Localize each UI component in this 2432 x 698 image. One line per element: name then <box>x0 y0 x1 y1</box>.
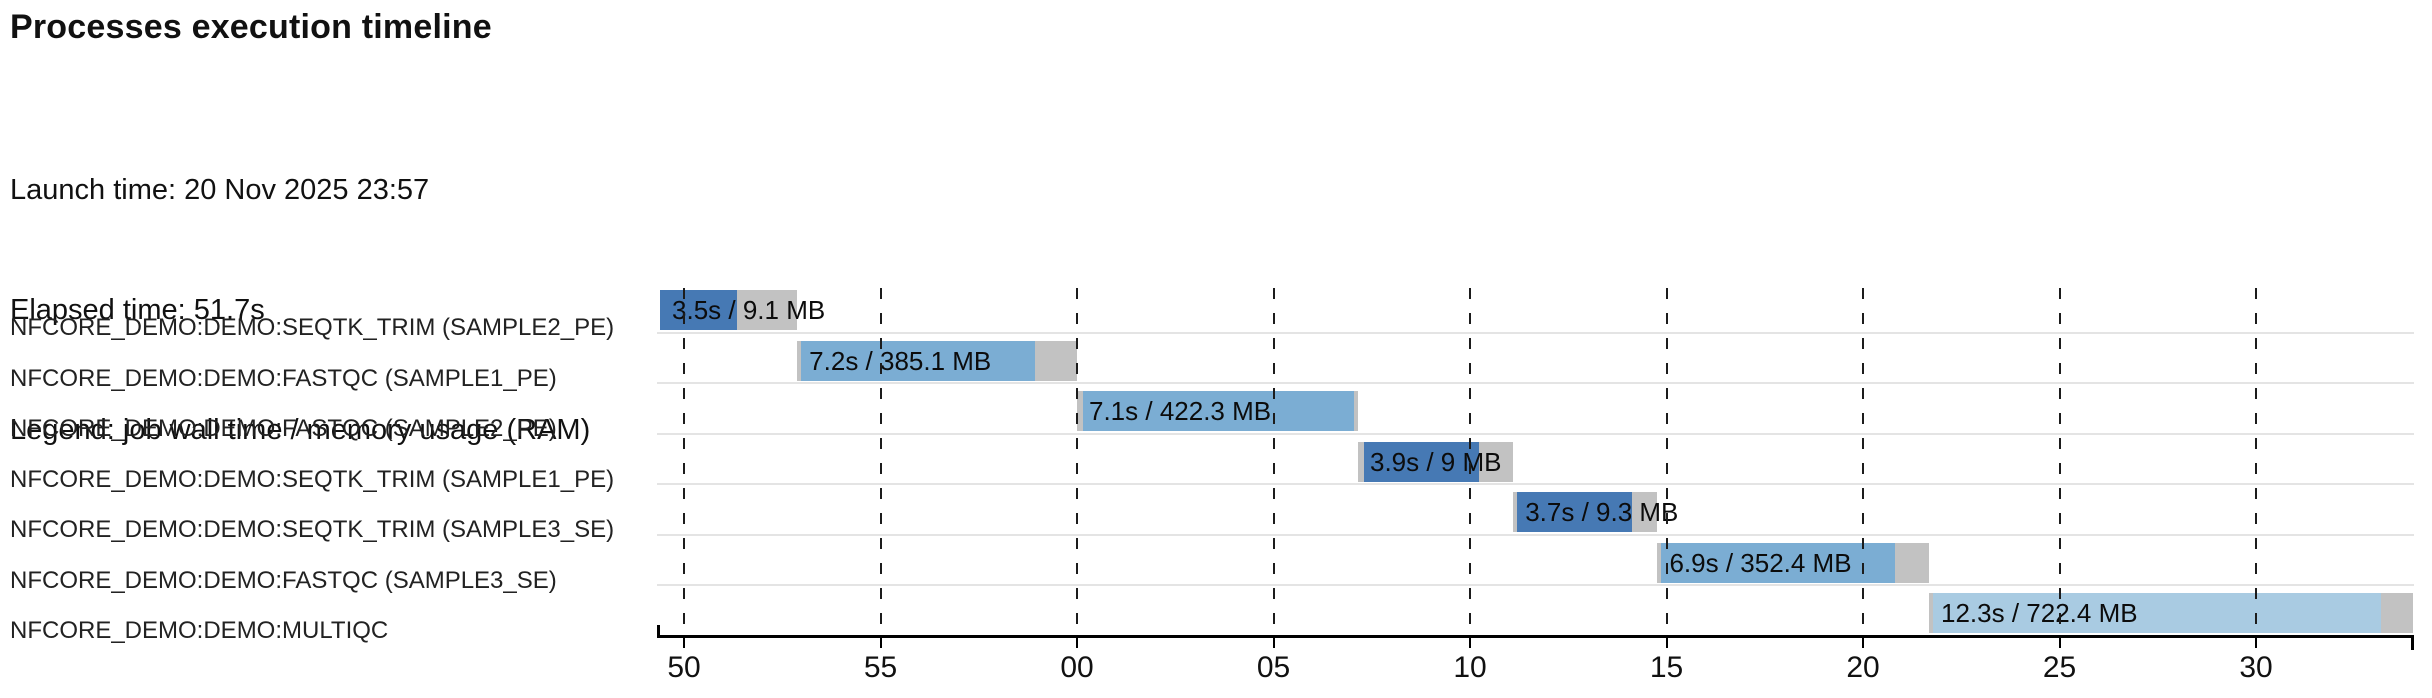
bar-run-segment <box>660 290 738 330</box>
x-axis-endcap <box>657 625 660 635</box>
x-axis-line <box>657 635 2414 638</box>
run-metadata: Launch time: 20 Nov 2025 23:57 Elapsed t… <box>10 90 590 490</box>
process-label: NFCORE_DEMO:DEMO:FASTQC (SAMPLE1_PE) <box>10 364 557 392</box>
gridline <box>1076 288 1078 635</box>
gridline <box>2058 288 2061 635</box>
process-bar: 12.3s / 722.4 MB <box>1929 593 2414 633</box>
x-axis-tick <box>1665 638 1668 648</box>
x-axis-tick <box>1469 638 1471 648</box>
bar-value-label: 6.9s / 352.4 MB <box>1669 547 1852 578</box>
process-label: NFCORE_DEMO:DEMO:SEQTK_TRIM (SAMPLE2_PE) <box>10 314 615 341</box>
bar-run-segment <box>1661 542 1896 583</box>
bar-value-label: 3.7s / 9.3 MB <box>1525 497 1679 527</box>
x-axis-tick <box>1272 638 1275 648</box>
bar-value-label: 7.1s / 422.3 MB <box>1089 396 1272 426</box>
gridline <box>1665 288 1668 635</box>
bar-value-label: 3.5s / 9.1 MB <box>672 295 826 325</box>
x-axis-tick <box>2255 638 2257 648</box>
x-axis-tick-label: 20 <box>1846 651 1880 684</box>
row-separator <box>657 584 2414 586</box>
process-label: NFCORE_DEMO:DEMO:SEQTK_TRIM (SAMPLE1_PE) <box>10 465 615 493</box>
x-axis-tick <box>879 638 882 648</box>
process-bar: 7.2s / 385.1 MB <box>797 340 1077 381</box>
process-bar: 3.7s / 9.3 MB <box>1513 492 1678 532</box>
process-bar: 3.9s / 9 MB <box>1357 441 1514 482</box>
gridline <box>1862 288 1864 635</box>
bar-run-segment <box>1363 441 1480 482</box>
row-separator <box>657 432 2414 435</box>
gridline <box>879 288 882 635</box>
gridline <box>1469 288 1471 635</box>
x-axis-tick-label: 25 <box>2042 651 2077 684</box>
x-axis-tick <box>1076 638 1078 648</box>
process-bar: 6.9s / 352.4 MB <box>1657 542 1930 583</box>
bar-run-segment <box>1517 492 1632 532</box>
x-axis-tick-label: 30 <box>2239 651 2273 684</box>
bar-value-label: 7.2s / 385.1 MB <box>809 345 992 376</box>
bar-run-segment <box>801 340 1035 381</box>
x-axis-tick <box>2058 638 2061 648</box>
page-title: Processes execution timeline <box>10 8 492 46</box>
process-bar: 3.5s / 9.1 MB <box>660 290 825 330</box>
process-label: NFCORE_DEMO:DEMO:FASTQC (SAMPLE3_SE) <box>10 566 557 594</box>
gridline <box>2255 288 2257 635</box>
process-label: NFCORE_DEMO:DEMO:MULTIQC <box>10 617 389 644</box>
row-separator <box>657 331 2414 334</box>
x-axis-tick-label: 10 <box>1453 651 1487 684</box>
x-axis-endcap <box>2411 635 2414 650</box>
bar-run-segment <box>1082 391 1355 431</box>
x-axis-tick <box>1862 638 1864 648</box>
x-axis-tick-label: 05 <box>1256 651 1291 684</box>
process-label: NFCORE_DEMO:DEMO:FASTQC (SAMPLE2_PE) <box>10 415 557 442</box>
row-separator <box>657 483 2414 485</box>
x-axis-tick <box>683 638 685 648</box>
row-separator <box>657 382 2414 384</box>
x-axis-tick-label: 15 <box>1649 651 1684 684</box>
x-axis-tick-label: 00 <box>1060 651 1094 684</box>
row-separator <box>657 533 2414 536</box>
gridline <box>683 288 685 635</box>
bar-value-label: 12.3s / 722.4 MB <box>1941 598 2138 628</box>
bar-value-label: 3.9s / 9 MB <box>1369 446 1502 477</box>
process-label: NFCORE_DEMO:DEMO:SEQTK_TRIM (SAMPLE3_SE) <box>10 516 615 543</box>
x-axis-tick-label: 50 <box>667 651 701 684</box>
launch-time-text: Launch time: 20 Nov 2025 23:57 <box>10 174 430 206</box>
process-bar: 7.1s / 422.3 MB <box>1077 391 1358 431</box>
gridline <box>1272 288 1275 635</box>
legend-text: Legend: job wall time / memory usage (RA… <box>10 414 591 446</box>
elapsed-time-text: Elapsed time: 51.7s <box>10 294 265 326</box>
x-axis-tick-label: 55 <box>863 651 898 684</box>
bar-run-segment <box>1932 593 2381 633</box>
